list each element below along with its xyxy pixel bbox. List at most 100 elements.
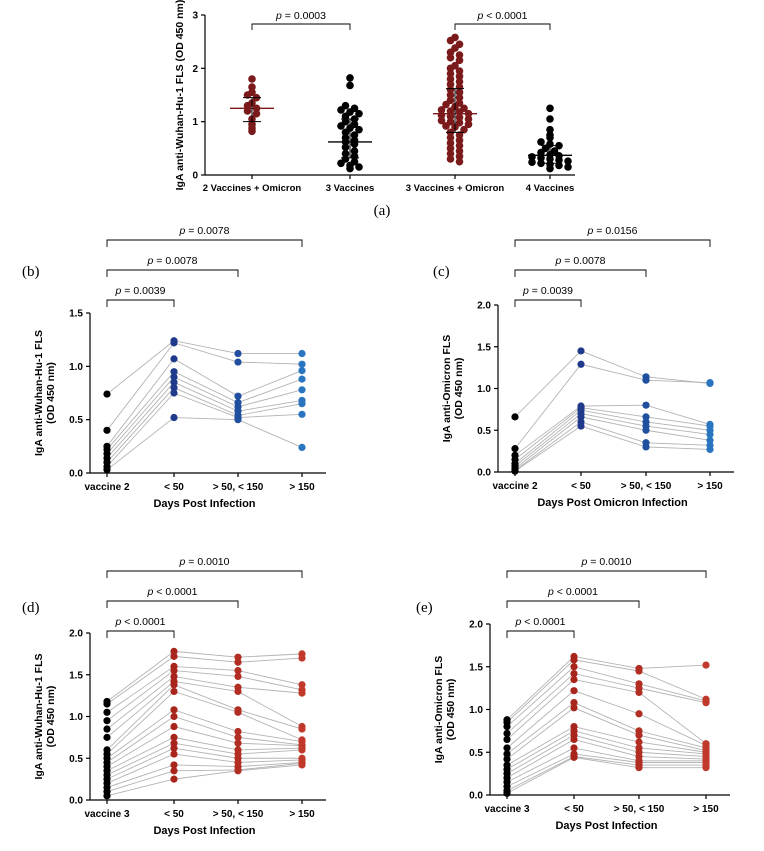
data-point [103, 708, 111, 716]
data-point [243, 107, 252, 115]
x-category-label: > 50, < 150 [621, 481, 672, 492]
data-point [234, 733, 242, 741]
y-tick-label: 3 [192, 11, 198, 22]
significance-bracket [454, 23, 551, 30]
panel-label: (b) [22, 264, 40, 280]
data-point [248, 83, 256, 91]
data-point [337, 159, 345, 168]
data-point [437, 106, 446, 114]
y-tick-label: 0 [192, 171, 198, 182]
panel-e: 0.0 0.5 1.0 1.5 2.0 vaccine 3 < 50 > 50, < 150 >… [416, 556, 730, 832]
data-point [170, 652, 178, 660]
paired-series-line [106, 764, 303, 797]
data-point [170, 750, 178, 758]
paired-series-line [506, 673, 707, 734]
data-point [635, 710, 643, 718]
data-point [570, 656, 578, 664]
data-point [537, 148, 545, 157]
data-point [570, 735, 578, 744]
y-tick-label: 0.0 [477, 468, 491, 479]
paired-series-line [506, 730, 707, 770]
paired-series-line [106, 675, 303, 730]
p-value-label: p = 0.0010 [581, 556, 632, 568]
data-point [298, 725, 306, 733]
y-tick-label: 1.5 [477, 342, 491, 353]
data-point [706, 445, 714, 454]
paired-series-line [514, 425, 711, 472]
paired-series-line [506, 738, 707, 779]
paired-series-line [506, 756, 706, 792]
data-point [234, 666, 242, 675]
data-point [298, 367, 306, 375]
data-point [455, 51, 464, 59]
data-point [511, 467, 519, 475]
paired-series-line [106, 655, 303, 705]
data-point [635, 738, 643, 746]
data-point [503, 729, 511, 738]
significance-bracket [514, 299, 582, 307]
y-axis-label: IgA anti-Wuhan-Hu-1 FLS (OD 450 nm) [174, 0, 186, 190]
y-axis-label: IgA anti-Wuhan-Hu-1 FLS(OD 450 nm) [33, 654, 57, 780]
y-tick-label: 0.5 [69, 415, 83, 426]
data-point [170, 378, 178, 386]
y-tick-label: 2 [192, 64, 198, 75]
data-point [355, 125, 363, 134]
y-tick-label: 0.0 [69, 796, 83, 807]
data-point [298, 689, 306, 697]
p-value-label: p < 0.0001 [515, 616, 566, 628]
data-point [234, 349, 242, 358]
paired-series-line [514, 413, 711, 467]
data-point [455, 56, 464, 65]
data-point [455, 93, 464, 102]
significance-bracket [106, 570, 303, 578]
data-point [437, 116, 446, 125]
x-axis-label: Days Post Infection [153, 825, 255, 837]
paired-series-line [506, 702, 707, 755]
data-point [248, 75, 256, 83]
data-point [642, 413, 650, 421]
data-point [103, 700, 111, 708]
data-point [103, 390, 111, 398]
data-point [170, 722, 178, 731]
data-point [546, 133, 554, 142]
data-point [455, 136, 464, 145]
data-point [455, 141, 464, 150]
panel-label: (a) [374, 203, 391, 219]
data-point [170, 647, 178, 655]
data-point [570, 687, 578, 695]
data-point [170, 389, 178, 397]
data-point [564, 163, 572, 171]
y-axis-label: IgA anti-Wuhan-Hu-1 FLS(OD 450 nm) [33, 330, 57, 456]
data-point [570, 704, 578, 712]
y-tick-label: 0.5 [469, 748, 483, 759]
p-value-label: p = 0.0039 [522, 285, 573, 297]
data-point [103, 733, 111, 741]
data-point [170, 368, 178, 376]
data-point [464, 120, 473, 129]
data-point [702, 699, 710, 707]
x-category-label: < 50 [571, 481, 591, 492]
paired-series-line [106, 387, 303, 463]
x-category-label: > 150 [697, 481, 723, 492]
paired-series-line [106, 665, 303, 713]
data-point [455, 67, 464, 75]
paired-series-line [506, 756, 706, 794]
data-point [570, 744, 578, 752]
data-point [446, 75, 455, 83]
x-category-label: < 50 [164, 482, 184, 493]
x-category-label: 3 Vaccines [326, 183, 375, 194]
data-point [355, 109, 363, 118]
data-point [103, 717, 111, 725]
data-point [635, 731, 643, 739]
data-point [570, 663, 578, 671]
data-point [528, 158, 536, 166]
x-category-label: vaccine 3 [484, 804, 529, 815]
data-point [503, 735, 511, 744]
data-point [103, 725, 111, 733]
y-tick-label: 2.0 [477, 301, 491, 312]
x-axis-label: Days Post Infection [153, 498, 255, 510]
data-point [455, 152, 464, 161]
paired-series-line [506, 656, 707, 721]
data-point [170, 739, 178, 747]
x-category-label: > 50, < 150 [614, 804, 665, 815]
